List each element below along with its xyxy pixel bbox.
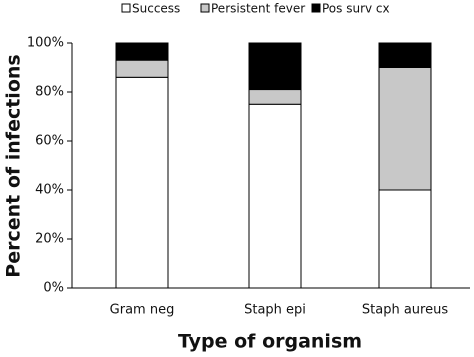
bar-segment xyxy=(115,42,169,61)
legend-text: Pos surv cx xyxy=(322,2,390,16)
x-tick-label: Staph epi xyxy=(244,303,306,318)
bar-segment xyxy=(248,89,302,105)
y-tick-label: 80% xyxy=(35,85,64,100)
x-tick-label: Gram neg xyxy=(110,303,175,318)
y-tick-label: 60% xyxy=(35,134,64,149)
legend-text: Success xyxy=(132,2,180,16)
legend-swatch xyxy=(121,3,131,13)
y-tick-label: 0% xyxy=(43,281,64,296)
legend-swatch xyxy=(311,3,321,13)
y-tick-label: 20% xyxy=(35,232,64,247)
bar-segment xyxy=(378,67,432,191)
x-axis-title: Type of organism xyxy=(178,331,362,353)
bar-segment xyxy=(115,76,169,289)
y-tick-label: 40% xyxy=(35,183,64,198)
bar-segment xyxy=(248,103,302,289)
bar-segment xyxy=(115,59,169,78)
bar-segment xyxy=(248,42,302,91)
bar-segment xyxy=(378,189,432,289)
bar-segment xyxy=(378,42,432,68)
legend-swatch xyxy=(200,3,210,13)
x-tick-label: Staph aureus xyxy=(362,303,448,318)
y-axis-title: Percent of infections xyxy=(3,54,25,277)
y-tick-label: 100% xyxy=(27,36,64,51)
legend-text: Persistent fever xyxy=(211,2,305,16)
